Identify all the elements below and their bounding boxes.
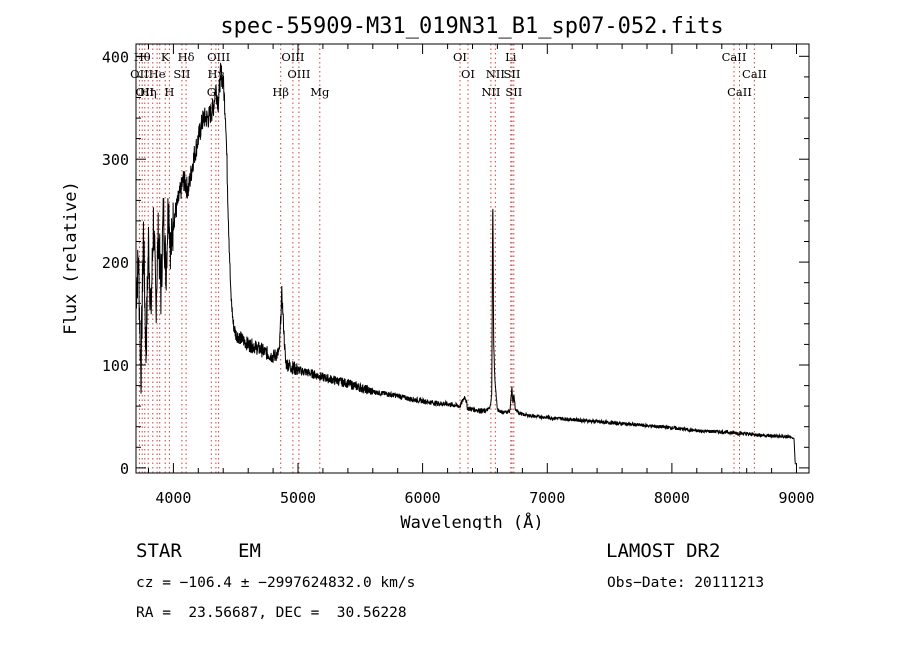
x-tick-label-5: 9000 — [778, 489, 814, 507]
line-label-12: OIII — [287, 67, 310, 81]
x-axis-label: Wavelength (Å) — [400, 511, 543, 530]
line-label-16: CaII — [742, 67, 767, 81]
axis-ticks — [136, 44, 809, 473]
line-label-19: H — [164, 85, 174, 99]
coordinates: RA = 23.56687, DEC = 30.56228 — [136, 605, 407, 621]
line-label-23: NII — [481, 85, 500, 99]
line-label-1: K — [161, 50, 170, 64]
x-tick-label-0: 4000 — [155, 489, 191, 507]
line-label-21: Hβ — [272, 85, 289, 99]
y-tick-label-3: 300 — [102, 151, 129, 169]
chart-title: spec-55909-M31_019N31_B1_sp07-052.fits — [220, 14, 723, 39]
line-label-17: OII — [136, 85, 155, 99]
y-axis-label: Flux (relative) — [61, 181, 81, 335]
line-label-18: Hη — [140, 85, 157, 99]
object-class: STAR — [136, 540, 182, 562]
line-label-14: NII — [486, 67, 505, 81]
spectrum-line — [135, 62, 796, 465]
spectrum-chart: spec-55909-M31_019N31_B1_sp07-052.fits H… — [61, 14, 815, 530]
line-label-6: Li — [505, 50, 517, 64]
tick-labels: 4000 5000 6000 7000 8000 9000 0 100 200 300 400 — [102, 48, 815, 507]
line-label-20: G — [207, 85, 216, 99]
y-tick-label-4: 400 — [102, 48, 129, 66]
survey-name: LAMOST DR2 — [606, 540, 721, 562]
spectrum-series — [135, 62, 796, 465]
line-label-0: Hθ — [134, 50, 151, 64]
line-label-13: OI — [461, 67, 475, 81]
line-label-25: CaII — [727, 85, 752, 99]
y-tick-label-1: 100 — [102, 357, 129, 375]
line-label-8: OII — [130, 67, 149, 81]
line-label-7: CaII — [722, 50, 747, 64]
line-label-4: OIII — [281, 50, 304, 64]
line-label-2: Hδ — [178, 50, 195, 64]
x-tick-label-3: 7000 — [529, 489, 565, 507]
redshift-readout: cz = −106.4 ± −2997624832.0 km/s — [136, 575, 416, 591]
x-tick-label-4: 8000 — [654, 489, 690, 507]
line-label-5: OI — [453, 50, 467, 64]
line-markers — [138, 44, 755, 473]
x-tick-label-1: 5000 — [280, 489, 316, 507]
line-label-3: OIII — [207, 50, 230, 64]
line-label-10: SII — [173, 67, 190, 81]
y-tick-label-2: 200 — [102, 254, 129, 272]
object-subclass: EM — [238, 540, 261, 562]
line-label-24: SII — [505, 85, 522, 99]
obs-date: Obs−Date: 20111213 — [607, 575, 765, 591]
y-tick-label-0: 0 — [120, 460, 129, 478]
line-label-22: Mg — [310, 85, 330, 99]
line-label-9: He — [149, 67, 166, 81]
line-label-15: SII — [504, 67, 521, 81]
x-tick-label-2: 6000 — [405, 489, 441, 507]
